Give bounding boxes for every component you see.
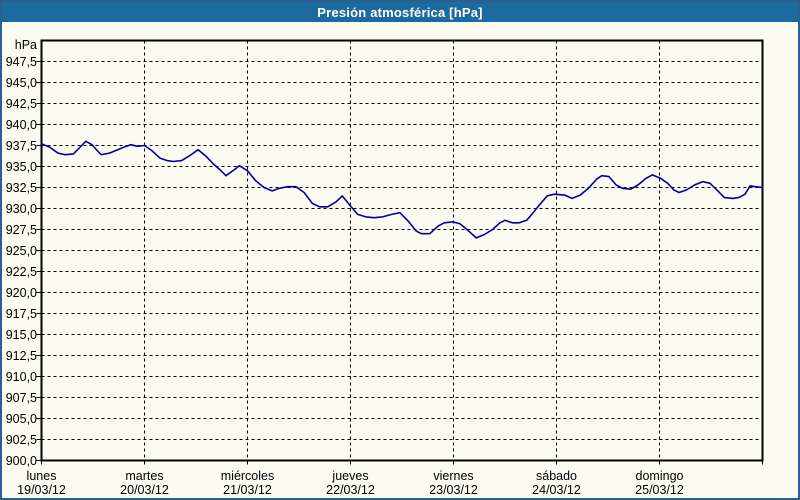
x-day-label: domingo <box>635 469 684 483</box>
x-date-label: 22/03/12 <box>326 483 375 497</box>
pressure-line <box>40 140 764 239</box>
y-axis-unit-label: hPa <box>14 38 37 52</box>
pressure-plot <box>36 39 764 465</box>
x-day-label: martes <box>125 469 164 483</box>
x-day-label: jueves <box>332 469 369 483</box>
y-tick-label: 940,0 <box>5 117 37 132</box>
x-day-label: viernes <box>433 469 474 483</box>
x-day-label: miércoles <box>220 469 275 483</box>
chart-title-bar: Presión atmosférica [hPa] <box>2 2 798 22</box>
y-tick-label: 932,5 <box>5 180 37 195</box>
y-tick-label: 907,5 <box>5 390 37 405</box>
x-date-label: 23/03/12 <box>429 483 478 497</box>
x-date-label: 20/03/12 <box>120 483 169 497</box>
y-tick-label: 922,5 <box>5 264 37 279</box>
y-tick-label: 925,0 <box>5 243 37 258</box>
x-day-label: lunes <box>26 469 57 483</box>
y-tick-label: 937,5 <box>5 138 37 153</box>
y-tick-label: 935,0 <box>5 159 37 174</box>
y-tick-label: 945,0 <box>5 75 37 90</box>
x-date-label: 25/03/12 <box>635 483 684 497</box>
y-tick-label: 947,5 <box>5 54 37 69</box>
y-tick-label: 910,0 <box>5 369 37 384</box>
y-tick-label: 902,5 <box>5 432 37 447</box>
x-date-label: 24/03/12 <box>532 483 581 497</box>
y-tick-label: 915,0 <box>5 327 37 342</box>
x-date-label: 21/03/12 <box>223 483 272 497</box>
y-tick-label: 900,0 <box>5 453 37 468</box>
plot-border <box>40 39 764 462</box>
y-tick-label: 942,5 <box>5 96 37 111</box>
y-tick-label: 917,5 <box>5 306 37 321</box>
y-tick-label: 920,0 <box>5 285 37 300</box>
y-tick-label: 905,0 <box>5 411 37 426</box>
y-tick-label: 930,0 <box>5 201 37 216</box>
y-tick-label: 912,5 <box>5 348 37 363</box>
chart-title: Presión atmosférica [hPa] <box>317 4 483 20</box>
chart-area: 947,5 945,0 942,5 940,0 937,5 935,0 932,5 930,0… <box>2 22 798 498</box>
x-date-label: 19/03/12 <box>17 483 66 497</box>
y-tick-label: 927,5 <box>5 222 37 237</box>
x-day-label: sábado <box>535 469 578 483</box>
